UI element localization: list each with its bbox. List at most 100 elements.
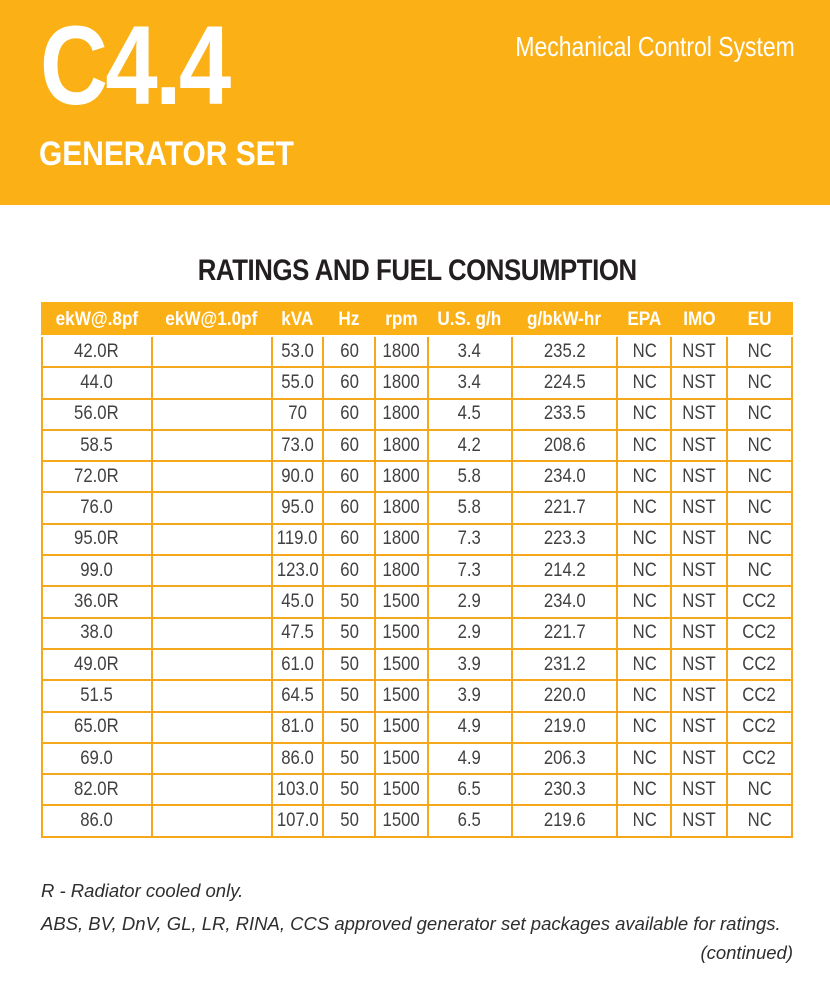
table-cell: 3.4 xyxy=(426,366,513,400)
table-cell: NC xyxy=(725,773,794,807)
table-cell: NST xyxy=(670,804,728,838)
table-cell: 60 xyxy=(322,522,376,557)
table-cell: 220.0 xyxy=(510,679,619,713)
table-cell: NC xyxy=(616,804,673,838)
table-cell: NST xyxy=(670,741,728,776)
table-cell: 70 xyxy=(270,397,325,431)
table-cell: 1500 xyxy=(374,679,429,713)
table-cell: 234.0 xyxy=(510,460,619,494)
table-cell: 60 xyxy=(322,334,376,369)
table-cell: 1800 xyxy=(374,522,429,557)
table-row: 58.5 73.0 60 1800 4.2 208.6 NC NST NC xyxy=(41,428,794,463)
table-cell: 73.0 xyxy=(270,428,325,463)
table-cell: 235.2 xyxy=(510,334,619,369)
table-cell: 1800 xyxy=(374,428,429,463)
column-header: EU xyxy=(725,302,794,337)
table-cell: NC xyxy=(616,491,673,525)
table-cell: NC xyxy=(616,522,673,557)
table-cell: 95.0 xyxy=(270,491,325,525)
table-cell: 86.0 xyxy=(270,741,325,776)
note-class-societies: ABS, BV, DnV, GL, LR, RINA, CCS approved… xyxy=(41,913,781,934)
table-cell: 60 xyxy=(322,491,376,525)
table-cell: 1800 xyxy=(374,491,429,525)
table-cell: 76.0 xyxy=(41,491,153,525)
table-cell: 50 xyxy=(322,773,376,807)
table-row: 44.0 55.0 60 1800 3.4 224.5 NC NST NC xyxy=(41,366,794,400)
table-cell: 90.0 xyxy=(270,460,325,494)
table-cell: NC xyxy=(616,710,673,744)
table-cell: 81.0 xyxy=(270,710,325,744)
column-header: ekW@1.0pf xyxy=(150,302,273,337)
table-cell xyxy=(150,460,273,494)
table-cell: NC xyxy=(725,334,794,369)
table-cell: 234.0 xyxy=(510,585,619,619)
table-cell: NC xyxy=(725,428,794,463)
table-cell: 208.6 xyxy=(510,428,619,463)
table-cell: 50 xyxy=(322,710,376,744)
table-row: 42.0R 53.0 60 1800 3.4 235.2 NC NST NC xyxy=(41,334,794,369)
table-cell: 56.0R xyxy=(41,397,153,431)
table-cell xyxy=(150,679,273,713)
table-cell: 50 xyxy=(322,679,376,713)
table-cell: 53.0 xyxy=(270,334,325,369)
table-cell: CC2 xyxy=(725,710,794,744)
table-cell: NC xyxy=(725,460,794,494)
table-cell: 214.2 xyxy=(510,554,619,588)
table-cell: NC xyxy=(616,397,673,431)
table-cell: NC xyxy=(616,773,673,807)
header-banner: C4.4 GENERATOR SET Mechanical Control Sy… xyxy=(0,0,830,205)
table-cell: 1500 xyxy=(374,804,429,838)
table-cell: 1500 xyxy=(374,773,429,807)
product-subtitle: GENERATOR SET xyxy=(39,135,294,173)
ratings-table: ekW@.8pf ekW@1.0pf kVA Hz rpm U.S. g/h g/bkW-h… xyxy=(41,302,794,838)
column-header: Hz xyxy=(322,302,376,337)
table-cell: 60 xyxy=(322,397,376,431)
table-cell xyxy=(150,366,273,400)
section-title: RATINGS AND FUEL CONSUMPTION xyxy=(41,254,793,288)
table-cell xyxy=(150,554,273,588)
table-cell: 44.0 xyxy=(41,366,153,400)
table-cell: 103.0 xyxy=(270,773,325,807)
table-cell: 6.5 xyxy=(426,773,513,807)
table-cell: 64.5 xyxy=(270,679,325,713)
table-cell xyxy=(150,741,273,776)
table-cell xyxy=(150,522,273,557)
table-cell: NST xyxy=(670,366,728,400)
table-cell: NST xyxy=(670,334,728,369)
table-cell: NC xyxy=(616,554,673,588)
table-cell: NC xyxy=(725,554,794,588)
table-cell: 50 xyxy=(322,741,376,776)
table-cell: 123.0 xyxy=(270,554,325,588)
table-cell: NC xyxy=(616,585,673,619)
table-row: 72.0R 90.0 60 1800 5.8 234.0 NC NST NC xyxy=(41,460,794,494)
table-cell: 7.3 xyxy=(426,554,513,588)
table-cell xyxy=(150,491,273,525)
table-row: 56.0R 70 60 1800 4.5 233.5 NC NST NC xyxy=(41,397,794,431)
table-cell: NST xyxy=(670,397,728,431)
table-cell: 99.0 xyxy=(41,554,153,588)
table-cell: NST xyxy=(670,554,728,588)
table-cell: NST xyxy=(670,428,728,463)
table-cell: 119.0 xyxy=(270,522,325,557)
table-cell: 2.9 xyxy=(426,585,513,619)
table-row: 51.5 64.5 50 1500 3.9 220.0 NC NST CC2 xyxy=(41,679,794,713)
table-cell: 61.0 xyxy=(270,647,325,682)
column-header: g/bkW-hr xyxy=(510,302,619,337)
table-row: 76.0 95.0 60 1800 5.8 221.7 NC NST NC xyxy=(41,491,794,525)
table-row: 65.0R 81.0 50 1500 4.9 219.0 NC NST CC2 xyxy=(41,710,794,744)
table-cell: 49.0R xyxy=(41,647,153,682)
column-header: U.S. g/h xyxy=(426,302,513,337)
table-cell: 233.5 xyxy=(510,397,619,431)
column-header: EPA xyxy=(616,302,673,337)
table-cell xyxy=(150,334,273,369)
table-cell: 1500 xyxy=(374,741,429,776)
table-cell: 1500 xyxy=(374,585,429,619)
table-cell: 95.0R xyxy=(41,522,153,557)
table-cell: 42.0R xyxy=(41,334,153,369)
table-cell: CC2 xyxy=(725,647,794,682)
table-cell xyxy=(150,585,273,619)
table-cell: 206.3 xyxy=(510,741,619,776)
table-row: 36.0R 45.0 50 1500 2.9 234.0 NC NST CC2 xyxy=(41,585,794,619)
table-cell: 221.7 xyxy=(510,616,619,650)
